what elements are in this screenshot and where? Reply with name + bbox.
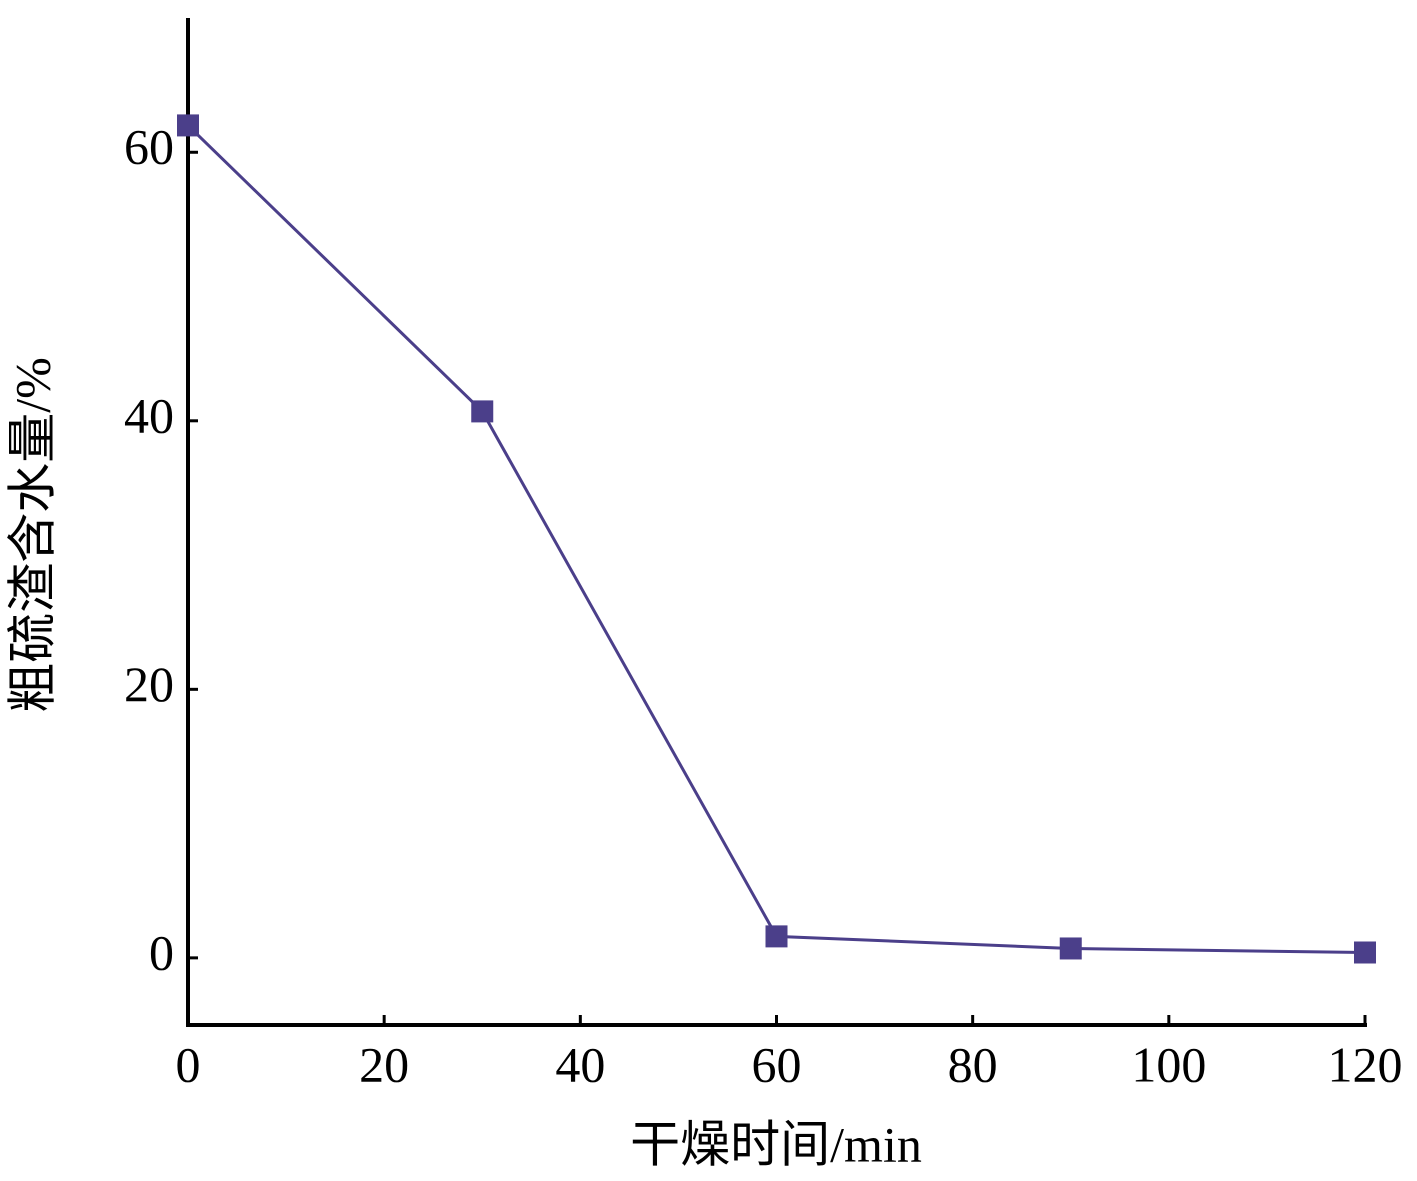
line — [186, 124, 1366, 954]
x-tick-label: 20 — [359, 1036, 409, 1092]
x-tick-label: 100 — [1131, 1036, 1206, 1092]
x-axis-label: 干燥时间/min — [630, 1116, 922, 1172]
point — [1059, 937, 1082, 960]
x-tick-label: 0 — [176, 1036, 201, 1092]
y-tick-label: 20 — [124, 656, 174, 712]
x-tick-label: 40 — [555, 1036, 605, 1092]
y-tick-label: 60 — [124, 119, 174, 175]
y-tick-label: 0 — [149, 924, 174, 980]
y-tick-label: 40 — [124, 387, 174, 443]
point — [1354, 941, 1376, 964]
x-tick-label: 60 — [752, 1036, 802, 1092]
point — [765, 925, 788, 948]
point — [177, 114, 199, 137]
y-axis-label: 粗硫渣含水量/% — [4, 357, 60, 713]
x-tick-label: 80 — [948, 1036, 998, 1092]
point — [471, 400, 494, 423]
x-tick-label: 120 — [1328, 1036, 1403, 1092]
